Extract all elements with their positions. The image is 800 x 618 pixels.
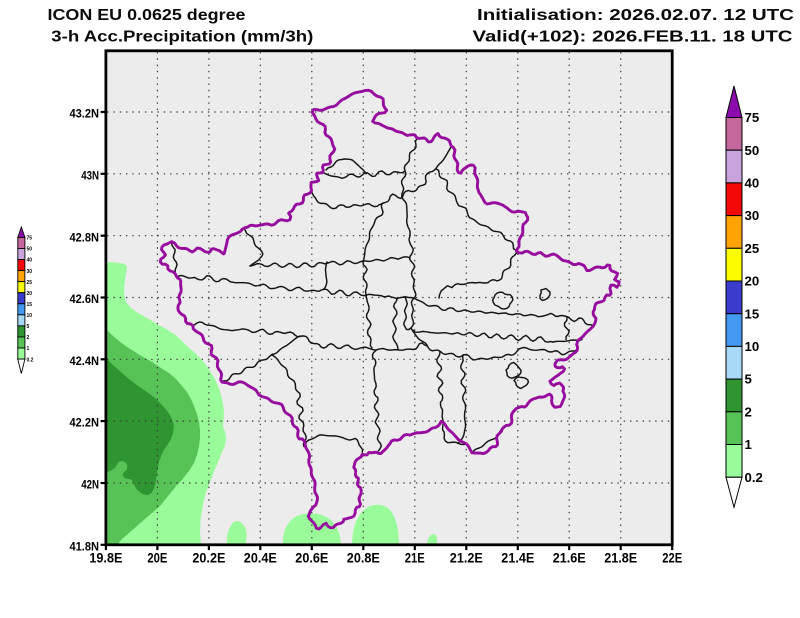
svg-text:5: 5 bbox=[745, 372, 752, 387]
svg-text:42.8N: 42.8N bbox=[70, 230, 100, 244]
svg-text:2: 2 bbox=[27, 335, 30, 341]
svg-text:20.4E: 20.4E bbox=[244, 550, 277, 566]
svg-text:21.6E: 21.6E bbox=[553, 550, 586, 566]
svg-text:15: 15 bbox=[745, 306, 760, 321]
svg-text:1: 1 bbox=[27, 346, 30, 352]
svg-text:20: 20 bbox=[27, 291, 33, 297]
svg-text:30: 30 bbox=[27, 269, 33, 275]
svg-text:0.2: 0.2 bbox=[27, 357, 34, 363]
svg-text:21.2E: 21.2E bbox=[450, 550, 483, 566]
svg-text:Initialisation: 2026.02.07. 12: Initialisation: 2026.02.07. 12 UTC bbox=[477, 7, 794, 24]
svg-text:19.8E: 19.8E bbox=[89, 550, 122, 566]
svg-text:25: 25 bbox=[27, 280, 33, 286]
svg-text:1: 1 bbox=[745, 437, 752, 452]
svg-text:20: 20 bbox=[745, 274, 760, 289]
svg-text:20.2E: 20.2E bbox=[192, 550, 225, 566]
svg-text:10: 10 bbox=[745, 339, 760, 354]
svg-text:5: 5 bbox=[27, 324, 30, 330]
svg-text:10: 10 bbox=[27, 313, 33, 319]
svg-text:20E: 20E bbox=[147, 550, 167, 566]
svg-text:75: 75 bbox=[745, 110, 760, 125]
svg-text:42N: 42N bbox=[81, 478, 99, 492]
svg-text:ICON EU 0.0625 degree: ICON EU 0.0625 degree bbox=[48, 7, 247, 24]
svg-text:30: 30 bbox=[745, 208, 760, 223]
svg-text:42.2N: 42.2N bbox=[70, 416, 100, 430]
svg-text:3-h Acc.Precipitation (mm/3h): 3-h Acc.Precipitation (mm/3h) bbox=[51, 29, 313, 46]
svg-text:Valid(+102): 2026.FEB.11. 18 U: Valid(+102): 2026.FEB.11. 18 UTC bbox=[473, 29, 793, 46]
svg-text:21E: 21E bbox=[405, 550, 425, 566]
svg-text:25: 25 bbox=[745, 241, 760, 256]
svg-text:40: 40 bbox=[27, 258, 33, 264]
svg-text:40: 40 bbox=[745, 176, 760, 191]
svg-text:43N: 43N bbox=[81, 168, 99, 182]
svg-text:20.6E: 20.6E bbox=[295, 550, 328, 566]
svg-text:21.4E: 21.4E bbox=[501, 550, 534, 566]
svg-text:22E: 22E bbox=[662, 550, 682, 566]
svg-text:21.8E: 21.8E bbox=[604, 550, 637, 566]
svg-text:50: 50 bbox=[745, 143, 760, 158]
svg-text:15: 15 bbox=[27, 302, 33, 308]
svg-text:42.4N: 42.4N bbox=[70, 354, 100, 368]
svg-text:20.8E: 20.8E bbox=[347, 550, 380, 566]
svg-text:42.6N: 42.6N bbox=[70, 292, 100, 306]
svg-text:2: 2 bbox=[745, 404, 752, 419]
svg-text:75: 75 bbox=[27, 236, 33, 242]
svg-text:50: 50 bbox=[27, 247, 33, 253]
svg-text:0.2: 0.2 bbox=[745, 470, 763, 485]
svg-text:41.8N: 41.8N bbox=[70, 539, 100, 553]
svg-text:43.2N: 43.2N bbox=[70, 107, 100, 121]
